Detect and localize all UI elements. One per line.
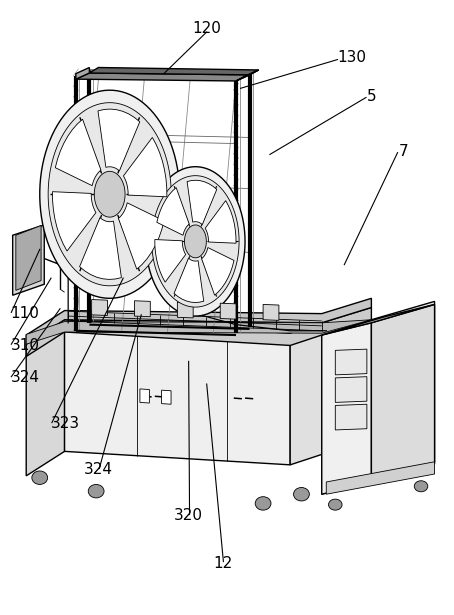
Polygon shape bbox=[322, 323, 371, 494]
Text: 5: 5 bbox=[367, 89, 376, 104]
Polygon shape bbox=[92, 300, 108, 315]
Text: 7: 7 bbox=[399, 144, 408, 159]
Text: 324: 324 bbox=[10, 370, 39, 386]
Ellipse shape bbox=[294, 488, 309, 501]
Polygon shape bbox=[55, 119, 101, 186]
Polygon shape bbox=[336, 376, 367, 402]
Ellipse shape bbox=[32, 471, 48, 485]
Polygon shape bbox=[174, 258, 204, 303]
Text: 110: 110 bbox=[10, 306, 39, 321]
Text: 120: 120 bbox=[192, 22, 221, 36]
Polygon shape bbox=[322, 301, 434, 494]
Polygon shape bbox=[94, 172, 125, 217]
Polygon shape bbox=[76, 68, 89, 79]
Polygon shape bbox=[16, 226, 41, 290]
Polygon shape bbox=[157, 188, 189, 235]
Polygon shape bbox=[64, 320, 290, 465]
Polygon shape bbox=[263, 304, 279, 320]
Polygon shape bbox=[184, 225, 206, 258]
Polygon shape bbox=[326, 462, 434, 494]
Text: 320: 320 bbox=[174, 508, 203, 523]
Ellipse shape bbox=[255, 497, 271, 510]
Polygon shape bbox=[123, 137, 167, 197]
Polygon shape bbox=[48, 103, 171, 286]
Polygon shape bbox=[220, 303, 236, 319]
Polygon shape bbox=[26, 320, 371, 344]
Polygon shape bbox=[336, 349, 367, 375]
Polygon shape bbox=[178, 302, 193, 318]
Polygon shape bbox=[236, 70, 259, 81]
Polygon shape bbox=[98, 109, 140, 171]
Text: 323: 323 bbox=[51, 416, 80, 431]
Ellipse shape bbox=[414, 481, 428, 492]
Polygon shape bbox=[40, 90, 180, 298]
Polygon shape bbox=[53, 192, 96, 251]
Polygon shape bbox=[26, 320, 64, 476]
Text: 130: 130 bbox=[338, 50, 366, 65]
Text: 12: 12 bbox=[213, 556, 232, 571]
Polygon shape bbox=[152, 176, 239, 307]
Polygon shape bbox=[336, 404, 367, 430]
Polygon shape bbox=[79, 218, 121, 279]
Polygon shape bbox=[13, 225, 44, 295]
Polygon shape bbox=[290, 323, 322, 465]
Text: 310: 310 bbox=[10, 338, 39, 353]
Polygon shape bbox=[76, 73, 250, 81]
Polygon shape bbox=[146, 167, 245, 316]
Ellipse shape bbox=[329, 499, 342, 510]
Polygon shape bbox=[134, 301, 150, 317]
Polygon shape bbox=[187, 180, 217, 224]
Polygon shape bbox=[162, 390, 171, 404]
Polygon shape bbox=[322, 304, 434, 335]
Text: 324: 324 bbox=[84, 462, 113, 477]
Polygon shape bbox=[26, 298, 371, 344]
Ellipse shape bbox=[88, 485, 104, 498]
Polygon shape bbox=[205, 200, 236, 243]
Polygon shape bbox=[89, 68, 259, 75]
Polygon shape bbox=[26, 308, 371, 357]
Polygon shape bbox=[202, 247, 234, 295]
Polygon shape bbox=[155, 240, 186, 282]
Polygon shape bbox=[140, 389, 149, 403]
Polygon shape bbox=[118, 203, 164, 269]
Polygon shape bbox=[371, 304, 434, 482]
